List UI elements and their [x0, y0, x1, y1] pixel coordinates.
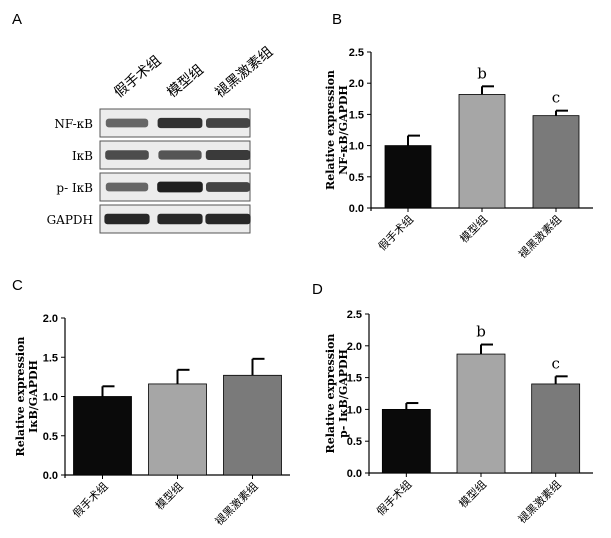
x-tick-label: 假手术组 [373, 477, 414, 518]
chart-b-plot: 0.0 0.5 1.0 1.5 2.0 2.5 Relative expression NF-… [324, 47, 593, 261]
y-tick-label: 2.0 [349, 78, 364, 90]
bar [532, 115, 580, 209]
x-tick-label: 褪黑激素组 [515, 212, 564, 261]
y-axis-label: Relative expression [324, 70, 337, 190]
y-tick-label: 1.5 [43, 352, 58, 364]
bar [531, 383, 581, 474]
y-tick-label: 2.5 [347, 309, 362, 321]
y-tick-label: 0.5 [43, 431, 58, 443]
significance-label: b [477, 64, 487, 82]
significance-label: c [551, 354, 559, 372]
bar [456, 353, 506, 474]
x-tick-label: 褪黑激素组 [212, 479, 261, 528]
blot-band [157, 117, 203, 129]
blot-band [105, 182, 149, 192]
blot-row: GAPDH [47, 204, 251, 234]
chart-d-plot: 0.0 0.5 1.0 1.5 2.0 2.5 Relative expression p- … [324, 309, 593, 526]
x-tick-label: 假手术组 [70, 479, 111, 520]
panel-a-letter: A [12, 11, 22, 28]
x-tick-label: 模型组 [152, 479, 185, 512]
blot-lane-label: 假手术组 [111, 53, 164, 101]
x-tick-label: 模型组 [456, 477, 489, 510]
blot-row: IκB [72, 140, 251, 170]
bar [73, 396, 132, 476]
y-tick-label: 0.5 [347, 436, 362, 448]
blot-row: NF-κB [54, 108, 251, 138]
blot-row-label: IκB [72, 149, 93, 163]
y-tick-label: 1.5 [347, 373, 362, 385]
panel-c-letter: C [12, 277, 23, 294]
blot-row: p- IκB [56, 172, 251, 202]
bar [148, 383, 207, 476]
y-tick-label: 0.5 [349, 172, 364, 184]
blot-band [205, 213, 251, 225]
bar [223, 374, 282, 476]
y-tick-label: 2.0 [43, 313, 58, 325]
blot-row-label: NF-κB [54, 117, 93, 131]
chart-c-plot: 0.0 0.5 1.0 1.5 2.0 Relative expression IκB/GA… [14, 313, 290, 528]
blot-lane-label: 模型组 [164, 62, 206, 101]
blot-band [105, 150, 149, 160]
panel-d-letter: D [312, 281, 323, 298]
panel-a-western-blot: A 假手术组 模型组 褪黑激素组 NF-κB IκB p- IκB GAPDH [12, 11, 276, 234]
y-axis-label: Relative expression [14, 337, 27, 457]
blot-band [206, 118, 250, 128]
x-tick-label: 模型组 [457, 212, 490, 245]
x-tick-label: 褪黑激素组 [515, 477, 564, 526]
blot-band [206, 182, 250, 192]
panel-b-bar-chart: B 0.0 0.5 1.0 1.5 2.0 2.5 Relative expression N… [324, 11, 593, 261]
blot-row-label: GAPDH [47, 213, 93, 227]
blot-band [157, 181, 203, 193]
y-tick-label: 0.0 [349, 203, 364, 215]
y-tick-label: 2.0 [347, 341, 362, 353]
blot-row-label: p- IκB [56, 181, 93, 195]
blot-band [104, 213, 150, 225]
blot-band [205, 150, 251, 160]
y-axis-label: IκB/GAPDH [27, 360, 40, 433]
panel-c-bar-chart: C 0.0 0.5 1.0 1.5 2.0 Relative expression IκB/… [12, 277, 290, 528]
blot-band [105, 118, 149, 128]
y-tick-label: 1.5 [349, 109, 364, 121]
panel-b-letter: B [332, 11, 342, 28]
blot-lane-label: 褪黑激素组 [212, 43, 277, 101]
y-tick-label: 1.0 [347, 404, 362, 416]
blot-lane-labels: 假手术组 模型组 褪黑激素组 [111, 43, 276, 101]
significance-label: c [552, 89, 560, 107]
bar [381, 408, 431, 474]
blot-rows: NF-κB IκB p- IκB GAPDH [47, 108, 251, 234]
y-axis-label: p- IκB/GAPDH [337, 349, 350, 438]
significance-label: b [476, 323, 486, 341]
blot-band [158, 150, 202, 160]
y-axis-label: NF-κB/GAPDH [337, 85, 350, 175]
y-tick-label: 0.0 [43, 470, 58, 482]
y-tick-label: 1.0 [349, 141, 364, 153]
blot-band [157, 213, 203, 225]
y-tick-label: 0.0 [347, 468, 362, 480]
y-tick-label: 1.0 [43, 392, 58, 404]
bar [458, 94, 506, 209]
y-axis-label: Relative expression [324, 334, 337, 454]
y-tick-label: 2.5 [349, 47, 364, 59]
panel-d-bar-chart: D 0.0 0.5 1.0 1.5 2.0 2.5 Relative expression p… [312, 281, 593, 526]
x-tick-label: 假手术组 [375, 212, 416, 253]
bar [384, 145, 432, 209]
